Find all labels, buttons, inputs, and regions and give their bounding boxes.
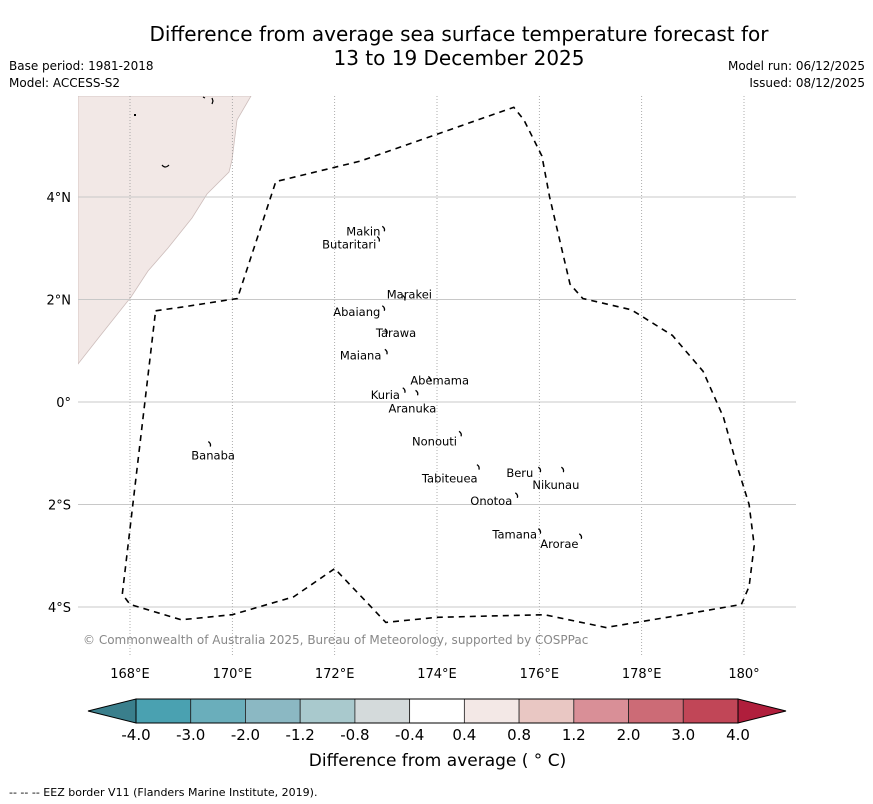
meta-right: Model run: 06/12/2025 Issued: 08/12/2025 xyxy=(728,58,865,92)
issued-date: Issued: 08/12/2025 xyxy=(749,76,865,90)
island-label: Abaiang xyxy=(333,305,380,319)
island-shape xyxy=(402,294,406,301)
island-shape xyxy=(476,464,480,470)
lat-tick-label: 4°N xyxy=(47,191,72,206)
lon-tick-label: 174°E xyxy=(417,667,457,682)
colorbar-tick-label: -4.0 xyxy=(121,726,150,744)
colorbar-tick-label: 1.2 xyxy=(562,726,586,744)
lat-tick-label: 4°S xyxy=(48,601,71,616)
island-label: Beru xyxy=(506,466,533,480)
lon-tick-label: 180° xyxy=(728,667,759,682)
colorbar-outline xyxy=(135,698,739,724)
island-label: Banaba xyxy=(191,449,235,463)
island-shape xyxy=(514,492,519,499)
lon-tick-label: 170°E xyxy=(213,667,253,682)
meta-left: Base period: 1981-2018 Model: ACCESS-S2 xyxy=(9,58,154,92)
colorbar-tick-label: 0.8 xyxy=(507,726,531,744)
islet-marker xyxy=(134,114,136,116)
lon-tick-label: 172°E xyxy=(315,667,355,682)
colorbar-bin xyxy=(518,698,575,724)
island-shape xyxy=(415,389,419,396)
colorbar-tick-label: -0.4 xyxy=(395,726,424,744)
colorbar-tick-label: 3.0 xyxy=(671,726,695,744)
lon-tick-label: 178°E xyxy=(622,667,662,682)
model-run-date: Model run: 06/12/2025 xyxy=(727,59,865,73)
island-label: Maiana xyxy=(340,348,382,362)
colorbar-bin xyxy=(628,698,684,724)
island-shape xyxy=(207,441,212,447)
axis-ticks: 168°E 170°E 172°E 174°E 176°E 178°E 180° 4°N 2°N… xyxy=(47,191,760,682)
colorbar-label: Difference from average ( ° C) xyxy=(308,751,567,771)
colorbar-bin xyxy=(354,698,411,724)
colorbar-tick-label: 4.0 xyxy=(726,726,750,744)
island-shape xyxy=(537,528,542,534)
island-label: Abemama xyxy=(410,373,469,387)
anomaly-region-0.4-to-0.8 xyxy=(78,96,252,365)
lat-tick-label: 0° xyxy=(56,396,71,411)
colorbar-bin xyxy=(409,698,465,724)
base-period: Base period: 1981-2018 xyxy=(9,59,154,73)
island-label: Nonouti xyxy=(412,434,457,448)
colorbar-under-arrow xyxy=(87,698,137,724)
island-shape xyxy=(376,236,381,242)
colorbar-bin xyxy=(682,698,739,724)
island-shape xyxy=(427,375,432,382)
island-label: Onotoa xyxy=(470,494,512,508)
island-shape xyxy=(381,225,386,232)
islet-marker xyxy=(202,96,214,105)
chart-title: Difference from average sea surface temp… xyxy=(0,22,873,70)
island-label: Tamana xyxy=(491,528,537,542)
colorbar-bin xyxy=(190,698,246,724)
colorbar-tick-label: 2.0 xyxy=(617,726,641,744)
island-shape xyxy=(384,348,388,355)
colorbar: -4.0 -3.0 -2.0 -1.2 -0.8 -0.4 0.4 0.8 1.2 2.0 3.0 4… xyxy=(87,698,787,744)
island-shape xyxy=(381,305,386,311)
island-label: Nikunau xyxy=(532,478,579,492)
eez-border xyxy=(121,106,756,629)
island-shape xyxy=(537,466,542,473)
colorbar-bin xyxy=(135,698,192,724)
colorbar-over-arrow xyxy=(737,698,787,724)
island-shape xyxy=(402,387,406,393)
lat-tick-label: 2°S xyxy=(48,499,71,514)
title-line-1: Difference from average sea surface temp… xyxy=(149,22,769,46)
island-label: Butaritari xyxy=(322,238,376,252)
island-label: Kuria xyxy=(371,388,400,402)
small-land-features xyxy=(134,96,214,168)
island-shape xyxy=(458,430,462,437)
colorbar-tick-label: -0.8 xyxy=(340,726,369,744)
copyright-notice: © Commonwealth of Australia 2025, Bureau… xyxy=(83,633,588,647)
lon-tick-label: 168°E xyxy=(110,667,150,682)
colorbar-tick-label: 0.4 xyxy=(452,726,476,744)
colorbar-bin xyxy=(299,698,356,724)
colorbar-tick-label: -1.2 xyxy=(286,726,315,744)
model-name: Model: ACCESS-S2 xyxy=(9,76,121,90)
colorbar-bin xyxy=(245,698,301,724)
island-label: Aranuka xyxy=(389,401,437,415)
lat-tick-label: 2°N xyxy=(47,294,72,309)
island-label: Makin xyxy=(346,224,380,238)
colorbar-tick-label: -2.0 xyxy=(231,726,260,744)
island-shape xyxy=(578,533,583,540)
colorbar-tick-label: -3.0 xyxy=(176,726,205,744)
island-label: Tabiteuea xyxy=(421,472,478,486)
eez-footnote: -- -- -- EEZ border V11 (Flanders Marine… xyxy=(9,786,318,799)
island-shape xyxy=(560,466,565,473)
title-line-2: 13 to 19 December 2025 xyxy=(333,46,585,70)
island-shape xyxy=(384,328,388,335)
island-label: Marakei xyxy=(387,288,432,302)
island-label: Tarawa xyxy=(375,326,416,340)
colorbar-bin xyxy=(573,698,629,724)
gridlines xyxy=(78,96,796,656)
lon-tick-label: 176°E xyxy=(520,667,560,682)
island-label: Arorae xyxy=(540,537,578,551)
islet-marker xyxy=(161,164,170,168)
colorbar-bin xyxy=(463,698,520,724)
